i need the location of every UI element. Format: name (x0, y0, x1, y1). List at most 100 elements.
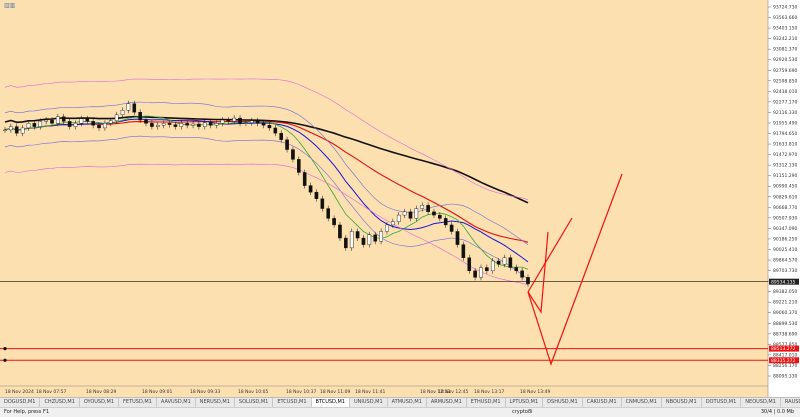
candle-body (361, 237, 366, 245)
symbol-tab[interactable]: OYOUSD,M1 (80, 398, 120, 407)
symbol-tab[interactable]: DOGUSD,M1 (0, 398, 41, 407)
time-tick-label: 18 Nov 08:29 (86, 389, 116, 395)
symbol-tab[interactable]: NEOUSD,M1 (741, 398, 781, 407)
symbol-tab[interactable]: CHZUSD,M1 (40, 398, 80, 407)
symbol-tab[interactable]: BTCUSD,M1 (311, 398, 350, 407)
candle-body (9, 126, 13, 131)
candle-body (155, 125, 160, 127)
symbol-tab[interactable]: CAKUSD,M1 (583, 398, 622, 407)
price-tick-label: 88577.850 (773, 342, 797, 348)
candle-body (208, 122, 213, 126)
time-tick-label: 18 Nov 12:45 (438, 389, 468, 395)
symbol-tab[interactable]: ATMUSD,M1 (388, 398, 427, 407)
candle-body (120, 110, 125, 116)
time-tick-label: 18 Nov 09:01 (142, 389, 172, 395)
price-tick-label: 91472.970 (773, 152, 797, 158)
symbol-tab[interactable]: NERUSD,M1 (196, 398, 235, 407)
price-tick-label: 90507.930 (773, 215, 797, 221)
candle-body (267, 125, 272, 129)
candle-body (461, 244, 466, 258)
candle-body (220, 119, 225, 124)
price-tick-label: 93081.370 (773, 47, 797, 53)
candle-body (320, 198, 325, 209)
price-tick-label: 90990.450 (773, 184, 797, 190)
price-tick-label: 88417.010 (773, 352, 797, 358)
candle-body (273, 127, 278, 134)
candle-body (508, 257, 513, 268)
symbol-tab[interactable]: ETHUSD,M1 (467, 398, 506, 407)
symbol-tab[interactable]: LPTUSD,M1 (506, 398, 544, 407)
candle-body (173, 124, 178, 127)
symbol-tab[interactable]: DSHUSD,M1 (543, 398, 583, 407)
price-tick-label: 91633.810 (773, 142, 797, 148)
level-tag-bg (769, 357, 799, 364)
current-price-tag-bg (769, 278, 799, 285)
candle-body (302, 172, 307, 186)
level-tag-text: 88335.272 (771, 358, 795, 364)
time-tick-label: 18 Nov 13:17 (474, 389, 504, 395)
band-inner-upper (4, 101, 529, 246)
candle-body (185, 123, 189, 126)
symbol-tab[interactable]: NBOUSD,M1 (662, 398, 702, 407)
symbol-tab[interactable]: FETUSD,M1 (119, 398, 157, 407)
price-tick-label: 93563.660 (773, 15, 797, 21)
candle-body (226, 119, 231, 122)
candle-body (214, 123, 219, 126)
candle-body (291, 149, 295, 160)
candle-body (202, 122, 207, 127)
candle-body (67, 121, 72, 127)
status-profile: crypto8i (512, 409, 533, 415)
symbol-tab[interactable]: AAVUSD,M1 (157, 398, 196, 407)
price-tick-label: 89060.370 (773, 310, 797, 316)
level-anchor (3, 347, 7, 351)
candle-body (103, 123, 107, 129)
price-chart[interactable]: 93724.730 93563.660 93403.150 93242.210 9308… (0, 0, 800, 397)
candle-body (85, 118, 90, 122)
candle-body (443, 218, 448, 226)
symbol-tab[interactable]: UNIUSD,M1 (350, 398, 388, 407)
candle-body (332, 218, 336, 226)
price-tick-label: 91794.650 (773, 131, 797, 137)
candle-body (126, 103, 131, 111)
status-help-text: For Help, press F1 (4, 409, 50, 415)
candle-body (79, 118, 84, 124)
price-tick-label: 93724.730 (773, 5, 797, 11)
time-tick-label: 18 Nov 11:09 (320, 389, 350, 395)
window-icon[interactable]: ▥▥ (4, 2, 16, 9)
candle-body (50, 119, 54, 124)
forecast-line-short (527, 231, 549, 314)
time-tick-label: 18 Nov 07:57 (36, 389, 66, 395)
price-tick-label: 91955.490 (773, 120, 797, 126)
price-tick-label: 88738.690 (773, 331, 797, 337)
candle-body (3, 129, 7, 131)
symbol-tab[interactable]: DOTUSD,M1 (702, 398, 742, 407)
candle-body (391, 221, 395, 226)
candle-body (108, 120, 113, 124)
candle-body (167, 123, 172, 125)
time-tick-label: 18 Nov 2024 (5, 389, 34, 395)
symbol-tab[interactable]: ETCUSD,M1 (273, 398, 312, 407)
symbol-tab[interactable]: RAUSD,M1 (781, 398, 800, 407)
time-tick-label: 18 Nov 11:41 (355, 389, 385, 395)
level-tag-text: 88513.272 (771, 346, 795, 352)
candle-body (473, 270, 477, 278)
candle-body (396, 214, 401, 222)
symbol-tab[interactable]: SOLUSD,M1 (235, 398, 274, 407)
price-tick-label: 92277.170 (773, 99, 797, 105)
candle-body (161, 123, 166, 126)
ma-long-line (4, 115, 529, 204)
candle-body (32, 123, 37, 127)
level-tag-bg (769, 345, 799, 352)
candle-body (367, 234, 372, 245)
candle-body (285, 139, 289, 150)
candle-body (373, 234, 378, 242)
candle-body (97, 125, 101, 129)
band-outer-upper (4, 78, 529, 200)
candle-body (502, 257, 507, 265)
price-tick-label: 93242.210 (773, 36, 797, 42)
chart-area[interactable] (0, 0, 768, 397)
candle-body (379, 231, 383, 242)
price-tags: 89534.135 88513.272 88335.272 (769, 278, 799, 364)
symbol-tab[interactable]: CNMUSD,M1 (622, 398, 662, 407)
symbol-tab[interactable]: ARMUSD,M1 (427, 398, 467, 407)
